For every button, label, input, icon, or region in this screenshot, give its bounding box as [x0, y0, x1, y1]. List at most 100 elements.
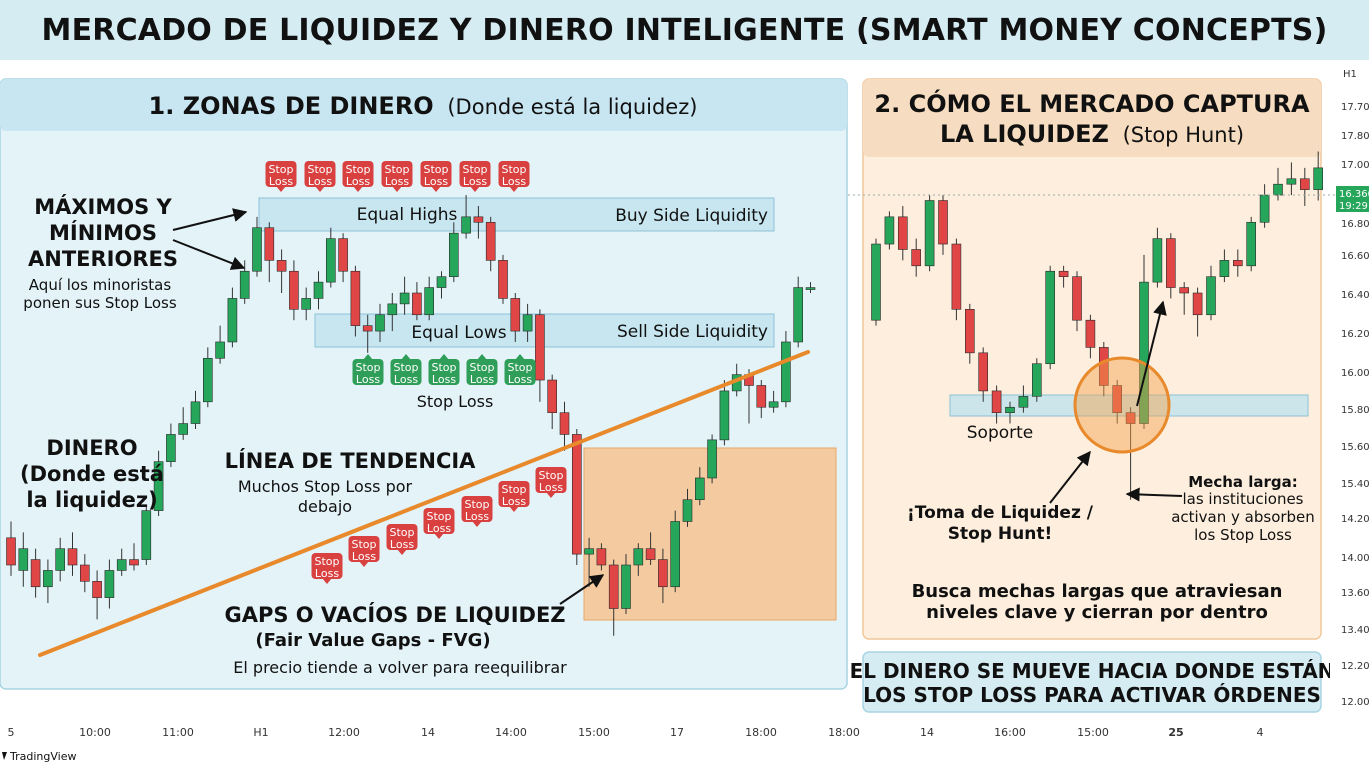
- stop-loss-tag-text: Stop: [501, 483, 526, 496]
- bottom-message-box: [862, 651, 1322, 713]
- price-tick-label: 16.800: [1341, 219, 1369, 230]
- time-tick-label: 10:00: [79, 726, 111, 739]
- candles-right-panel: [871, 151, 1323, 500]
- right-candle: [1313, 151, 1323, 201]
- price-tick-label: 17.000: [1341, 160, 1369, 171]
- left-candle: [178, 407, 188, 440]
- current-price-value: 16.360: [1339, 189, 1369, 200]
- panel-stop-hunt: [862, 78, 1322, 640]
- countdown-value: 19:29: [1339, 201, 1368, 212]
- price-tick-label: 13.400: [1341, 625, 1369, 636]
- dinero-title-line1: DINERO: [46, 436, 137, 460]
- left-candle: [338, 233, 348, 283]
- page-title: MERCADO DE LIQUIDEZ Y DINERO INTELIGENTE…: [41, 12, 1328, 48]
- left-candle: [719, 380, 730, 446]
- price-tick-label: 14.000: [1341, 553, 1369, 564]
- right-candle: [1219, 249, 1230, 283]
- stop-loss-tag-text: Loss: [539, 481, 563, 494]
- stop-loss-tag-text: Loss: [463, 175, 487, 188]
- left-candle: [522, 303, 533, 342]
- bottom-message-line2: LOS STOP LOSS PARA ACTIVAR ÓRDENES: [863, 683, 1321, 707]
- left-candle: [215, 325, 225, 364]
- left-candle: [571, 429, 582, 565]
- price-tick-label: 14.200: [1341, 514, 1369, 525]
- left-candle: [510, 293, 521, 342]
- toma-liquidez-line1: ¡Toma de Liquidez /: [907, 503, 1094, 523]
- stop-loss-tag-text: Stop: [345, 163, 370, 176]
- left-candle: [768, 390, 779, 413]
- stop-loss-tag-text: Loss: [269, 175, 293, 188]
- left-candle: [325, 227, 336, 288]
- right-candle: [964, 303, 975, 364]
- left-candle: [264, 222, 275, 283]
- left-candle: [559, 401, 570, 451]
- left-candle: [387, 293, 398, 332]
- title-bar: MERCADO DE LIQUIDEZ Y DINERO INTELIGENTE…: [0, 0, 1369, 60]
- left-candle: [141, 505, 152, 565]
- sell-side-liquidity-label: Sell Side Liquidity: [617, 322, 768, 342]
- right-candle: [1139, 254, 1149, 429]
- stop-loss-tag-text: Stop: [384, 163, 409, 176]
- left-candle: [535, 309, 545, 402]
- left-candle: [276, 249, 287, 293]
- stop-loss-tag-text: Loss: [352, 550, 376, 563]
- stop-loss-tags-trend: StopLossStopLossStopLossStopLossStopLoss…: [311, 467, 567, 584]
- left-candle: [399, 276, 410, 315]
- left-candle: [424, 276, 435, 321]
- stop-loss-tag-text: Loss: [308, 175, 332, 188]
- stop-loss-tag-text: Stop: [462, 163, 487, 176]
- arrow-to-fvg: [559, 574, 605, 605]
- right-candle: [1032, 358, 1042, 402]
- mecha-larga-line4: los Stop Loss: [1194, 526, 1292, 544]
- left-candle: [116, 548, 127, 576]
- stop-loss-tag-text: Stop: [426, 510, 451, 523]
- left-candle: [621, 554, 631, 614]
- time-tick-label: 18:00: [828, 726, 860, 739]
- price-axis-ticks: 17.700 17.800 17.000 16.800 16.600 16.400 16.2…: [1341, 102, 1369, 708]
- right-candle: [911, 238, 922, 277]
- stop-loss-tag-text: Stop: [538, 469, 563, 482]
- left-candle: [55, 537, 66, 582]
- price-tick-label: 13.600: [1341, 588, 1369, 599]
- stop-loss-tag-text: Loss: [394, 373, 418, 386]
- left-candle: [781, 331, 791, 408]
- left-candle: [670, 510, 681, 593]
- right-candle: [938, 195, 948, 255]
- tradingview-brand: TradingView: [9, 750, 76, 763]
- arrow-to-highs: [172, 208, 248, 231]
- left-candle: [448, 222, 459, 283]
- left-candle: [498, 254, 508, 304]
- left-candle: [547, 374, 558, 429]
- time-tick-label: H1: [253, 726, 268, 739]
- trend-desc-line2: debajo: [298, 497, 352, 516]
- stop-loss-tag-text: Loss: [432, 373, 456, 386]
- right-candle: [1286, 162, 1297, 196]
- soporte-label: Soporte: [967, 423, 1034, 443]
- price-tick-label: 16.400: [1341, 290, 1369, 301]
- stop-loss-tag-text: Stop: [393, 361, 418, 374]
- toma-liquidez-line2: Stop Hunt!: [948, 524, 1052, 544]
- left-candle: [166, 423, 176, 468]
- time-tick-label: 4: [1257, 726, 1264, 739]
- stop-loss-tag-text: Stop: [351, 538, 376, 551]
- maximos-desc-line1: Aquí los minoristas: [29, 276, 172, 294]
- right-candle: [1085, 314, 1096, 359]
- panel-zonas-heading: 1. ZONAS DE DINERO (Donde está la liquid…: [149, 92, 698, 120]
- current-price-badge: [1336, 186, 1369, 212]
- left-candle: [129, 543, 139, 571]
- right-candle: [871, 238, 881, 326]
- price-tick-label: 17.800: [1341, 131, 1369, 142]
- stop-loss-tag-text: Loss: [470, 373, 494, 386]
- left-candle: [756, 380, 767, 419]
- left-candle: [473, 205, 484, 239]
